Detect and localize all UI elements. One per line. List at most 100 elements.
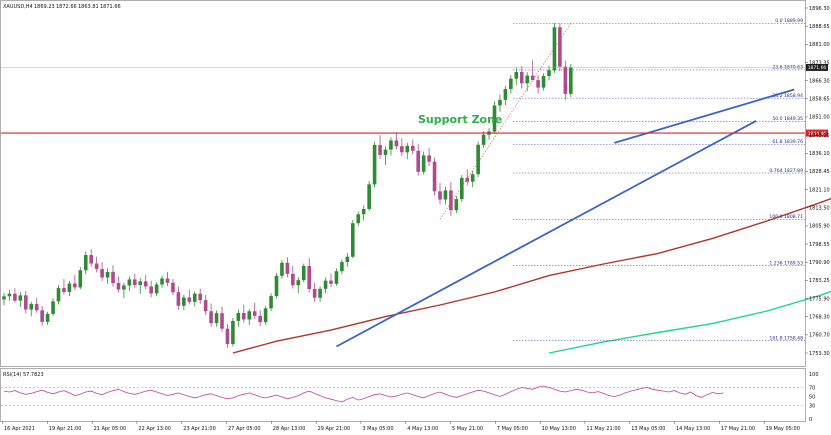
candle-body xyxy=(258,315,262,323)
time-axis-label: 16 Apr 2021 xyxy=(4,426,35,432)
candle-body xyxy=(138,281,143,285)
candle-body xyxy=(552,27,557,71)
candle-body xyxy=(165,278,170,283)
candlesticks xyxy=(2,23,573,348)
candle-body xyxy=(225,328,230,345)
rsi-axis-label: 30 xyxy=(809,403,815,409)
candle-body xyxy=(356,214,361,224)
candle-body xyxy=(465,177,470,182)
support-price-tag xyxy=(806,129,828,137)
rsi-pane-border xyxy=(0,368,806,422)
candle-body xyxy=(7,293,12,297)
price-axis-label: 1813.50 xyxy=(809,206,830,212)
candle-body xyxy=(94,263,99,270)
fib-level-label: 100.0 1808.71 xyxy=(769,214,803,220)
candle-body xyxy=(476,144,480,175)
candle-body xyxy=(449,190,453,211)
price-axis-label: 1881.00 xyxy=(809,42,830,48)
time-axis-label: 27 Apr 05:00 xyxy=(228,426,261,432)
current-price-tag-text: 1871.66 xyxy=(808,65,827,71)
time-axis-label: 19 May 05:00 xyxy=(766,426,800,432)
candle-body xyxy=(18,295,23,301)
candle-body xyxy=(242,312,246,320)
candle-body xyxy=(182,297,186,306)
candle-body xyxy=(285,262,290,274)
candle-body xyxy=(105,271,110,278)
candle-body xyxy=(2,296,6,300)
candle-body xyxy=(530,75,535,81)
candle-body xyxy=(133,279,137,285)
ohlc-low: 1863.81 xyxy=(78,4,99,10)
candle-body xyxy=(171,282,175,293)
price-axis-label: 1783.25 xyxy=(809,278,830,284)
candle-body xyxy=(334,271,339,284)
candle-body xyxy=(78,270,83,288)
candle-body xyxy=(519,71,524,84)
candle-body xyxy=(40,310,44,322)
candle-body xyxy=(192,293,197,302)
fib-level-label: 23.6 1870.63 xyxy=(772,65,803,71)
candle-body xyxy=(361,208,366,215)
candle-body xyxy=(389,140,393,150)
chart-symbol-title: XAUUSD,H4 xyxy=(3,4,33,10)
time-axis-label: 21 Apr 05:00 xyxy=(94,426,127,432)
candle-body xyxy=(470,174,475,182)
rsi-axis-label: 0 xyxy=(809,417,812,423)
candle-body xyxy=(421,155,426,172)
candle-body xyxy=(536,80,540,88)
candle-body xyxy=(481,134,486,145)
rsi-indicator: RSI(14) 57.7823 100 70 50 30 0 xyxy=(1,372,819,423)
time-axis-label: 29 Apr 21:00 xyxy=(318,426,351,432)
candle-body xyxy=(29,304,34,310)
candle-body xyxy=(438,191,442,200)
candle-body xyxy=(351,223,355,257)
candle-body xyxy=(154,284,159,294)
fib-level-label: 38.2 1858.94 xyxy=(772,93,803,99)
candle-body xyxy=(280,262,284,276)
candle-body xyxy=(323,280,328,289)
price-axis-label: 1768.30 xyxy=(809,314,830,320)
candle-body xyxy=(503,89,508,100)
candle-body xyxy=(427,155,431,162)
price-axis-label: 1873.35 xyxy=(809,60,830,66)
price-axis-label: 1836.10 xyxy=(809,151,830,157)
time-axis: 16 Apr 2021 19 Apr 21:00 21 Apr 05:00 22 Ap… xyxy=(2,421,800,432)
current-price-tag xyxy=(806,63,828,71)
candle-body xyxy=(345,256,350,263)
ohlc-close: 1871.66 xyxy=(100,4,121,10)
price-axis-label: 1798.55 xyxy=(809,242,830,248)
candle-body xyxy=(367,184,371,209)
price-axis-label: 1821.10 xyxy=(809,187,830,193)
candle-body xyxy=(563,66,568,94)
time-axis-label: 3 May 05:00 xyxy=(362,426,393,432)
price-axis-label: 1866.30 xyxy=(809,78,830,84)
candle-body xyxy=(24,295,28,310)
candle-body xyxy=(122,285,126,290)
candle-body xyxy=(13,293,17,301)
candle-body xyxy=(187,297,192,302)
moving-averages xyxy=(232,197,831,354)
price-axis-label: 1790.90 xyxy=(809,260,830,266)
overlays: 1844.46 1871.66 xyxy=(1,63,828,137)
candle-body xyxy=(83,255,88,271)
time-axis-label: 28 Apr 13:00 xyxy=(273,426,306,432)
time-axis-label: 11 May 21:00 xyxy=(586,426,620,432)
candle-body xyxy=(509,78,513,90)
candle-body xyxy=(176,292,181,306)
support-price-tag-text: 1844.46 xyxy=(808,131,827,137)
candle-body xyxy=(514,71,519,79)
candle-body xyxy=(263,308,268,323)
candle-body xyxy=(329,280,333,284)
ohlc-high: 1872.66 xyxy=(56,4,77,10)
candle-body xyxy=(405,145,410,153)
candle-body xyxy=(460,177,464,200)
candle-body xyxy=(400,146,404,153)
candle-body xyxy=(541,76,546,88)
rsi-axis-label: 70 xyxy=(809,385,815,391)
candle-body xyxy=(492,105,497,132)
candle-body xyxy=(307,265,311,290)
time-axis-label: 7 May 05:00 xyxy=(497,426,528,432)
candle-body xyxy=(269,296,273,309)
